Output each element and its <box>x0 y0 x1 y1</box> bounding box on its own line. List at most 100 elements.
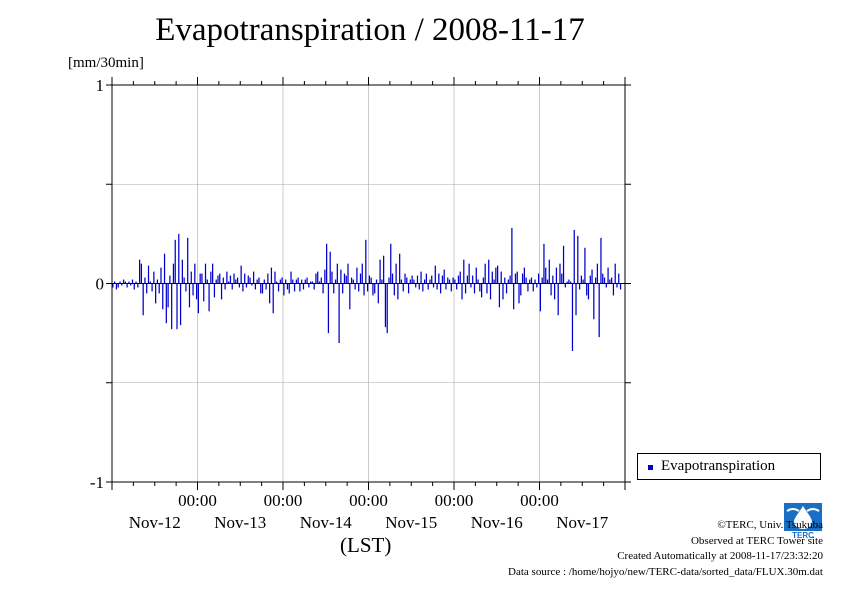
data-bar <box>165 283 167 324</box>
data-bar <box>162 283 164 310</box>
data-bar <box>550 283 552 296</box>
grid-lines <box>112 85 625 482</box>
data-bar <box>279 279 281 284</box>
data-bar <box>333 283 335 294</box>
data-bar <box>377 283 379 304</box>
data-bar <box>529 279 531 284</box>
data-bar <box>238 283 240 288</box>
data-bar <box>201 273 203 284</box>
data-bar <box>578 283 581 290</box>
data-bar <box>155 283 157 304</box>
x-axis-time-zone-label: (LST) <box>340 533 392 557</box>
x-tick-day-label: Nov-17 <box>556 513 608 532</box>
data-bar <box>322 283 324 294</box>
data-bar <box>138 259 141 284</box>
data-bar <box>523 267 525 284</box>
data-bar <box>552 275 554 284</box>
data-bar <box>199 273 201 284</box>
data-bar <box>513 283 515 310</box>
data-bar <box>352 279 354 284</box>
data-bar <box>128 281 130 284</box>
x-tick-day-label: Nov-14 <box>300 513 352 532</box>
data-bar <box>525 277 527 284</box>
data-bar <box>142 283 144 316</box>
data-bar <box>457 275 460 284</box>
data-bar <box>434 265 436 284</box>
data-bar <box>425 273 428 284</box>
data-bar <box>379 259 381 284</box>
data-bar <box>272 283 274 314</box>
x-tick-day-label: Nov-15 <box>385 513 437 532</box>
data-bar <box>570 281 572 284</box>
data-bar <box>409 279 411 284</box>
data-bar <box>402 283 404 292</box>
x-tick-day-label: Nov-16 <box>471 513 523 532</box>
data-bar <box>288 283 290 294</box>
data-bar <box>318 281 321 284</box>
data-bar <box>311 281 314 284</box>
data-bar <box>187 237 189 284</box>
y-tick-label: -1 <box>90 473 104 492</box>
data-bar <box>418 283 420 290</box>
data-bar <box>329 251 331 284</box>
data-bar <box>343 273 346 284</box>
data-bar <box>584 247 586 284</box>
data-bar <box>222 277 224 284</box>
data-bar <box>171 283 173 330</box>
data-bar <box>614 263 616 284</box>
data-bar <box>363 283 365 296</box>
data-bars <box>112 227 622 351</box>
data-bar <box>299 283 301 292</box>
data-bar <box>317 271 319 284</box>
data-bar <box>518 283 520 304</box>
data-bar <box>520 283 522 296</box>
data-bar <box>447 277 449 284</box>
data-bar <box>261 283 264 294</box>
data-bar <box>454 279 456 284</box>
chart-title: Evapotranspiration / 2008-11-17 <box>155 12 585 48</box>
data-bar <box>163 253 166 284</box>
data-bar <box>192 283 194 296</box>
data-bar <box>452 277 454 284</box>
data-bar <box>258 277 260 284</box>
data-bar <box>441 275 444 284</box>
data-bar <box>308 283 310 288</box>
data-bar <box>313 283 315 290</box>
y-tick-label: 1 <box>96 76 105 95</box>
data-bar <box>220 283 223 300</box>
data-bar <box>160 267 162 284</box>
data-bar <box>112 283 114 288</box>
data-bar <box>586 283 588 296</box>
data-bar <box>315 273 317 284</box>
x-tick-time-label: 00:00 <box>349 491 388 510</box>
credit-line: Observed at TERC Tower site <box>690 534 823 547</box>
data-bar <box>611 277 613 284</box>
data-bar <box>153 271 155 284</box>
data-bar <box>229 275 232 284</box>
data-bar <box>146 283 148 294</box>
data-bar <box>541 277 543 284</box>
data-bar <box>577 235 579 284</box>
data-bar <box>415 283 417 288</box>
data-bar <box>236 277 239 284</box>
data-bar <box>554 283 556 300</box>
data-bar <box>297 277 299 284</box>
data-bar <box>491 271 493 284</box>
credits-block: ©TERC, Univ. Tsukuba Observed at TERC To… <box>508 518 823 580</box>
data-bar <box>185 283 187 292</box>
data-bar <box>397 283 399 300</box>
data-bar <box>555 267 558 284</box>
data-bar <box>438 273 440 284</box>
data-bar <box>126 283 128 288</box>
data-bar <box>573 229 575 284</box>
data-bar <box>247 275 249 284</box>
data-bar <box>461 283 463 300</box>
data-bar <box>365 239 367 284</box>
data-bar <box>546 279 549 284</box>
data-bar <box>527 283 529 292</box>
data-bar <box>422 283 424 292</box>
data-bar <box>158 283 160 294</box>
data-bar <box>114 281 116 284</box>
data-bar <box>181 259 183 284</box>
